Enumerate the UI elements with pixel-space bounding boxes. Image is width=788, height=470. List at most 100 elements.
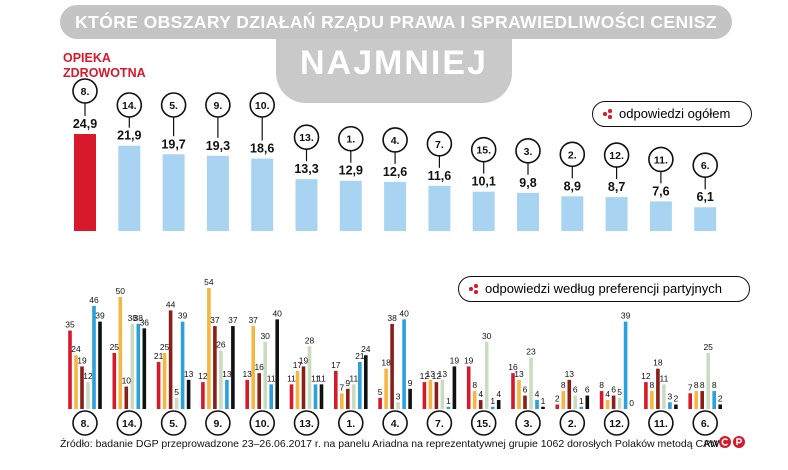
highlight-category-label: OPIEKA ZDROWOTNA	[63, 51, 146, 81]
category-label: 15.	[476, 418, 491, 430]
party-bar	[251, 326, 255, 409]
party-value-label: 17	[331, 360, 341, 370]
party-bar	[555, 404, 560, 409]
party-value-label: 11	[311, 373, 320, 383]
legend-party-label: odpowiedzi według preferencji partyjnych	[485, 281, 723, 296]
party-value-label: 26	[216, 340, 226, 350]
party-value-label: 19	[450, 355, 460, 365]
category-marker-icon	[160, 92, 187, 118]
legend-total-label: odpowiedzi ogółem	[619, 106, 731, 121]
legend-dots-icon	[603, 109, 613, 119]
category-marker-icon	[205, 410, 231, 436]
category-label: 4.	[391, 418, 400, 430]
category-label: 6.	[701, 418, 710, 430]
highlight-label-line2: ZDROWOTNA	[63, 66, 146, 80]
legend-total: odpowiedzi ogółem	[592, 101, 752, 127]
party-bar	[174, 397, 179, 409]
total-bar	[428, 185, 451, 231]
total-bar	[162, 154, 185, 231]
total-bar	[295, 179, 318, 231]
party-bar	[124, 386, 129, 409]
total-value-label: 9,8	[519, 176, 536, 190]
party-bar	[201, 382, 205, 409]
party-value-label: 1	[490, 396, 495, 406]
party-bar	[668, 402, 672, 409]
party-value-label: 2	[718, 394, 723, 404]
party-value-label: 9	[408, 378, 413, 388]
party-bar	[346, 388, 350, 409]
category-marker-icon	[72, 78, 98, 104]
party-value-label: 25	[110, 342, 120, 352]
total-bar	[561, 196, 584, 231]
party-value-label: 23	[526, 346, 536, 356]
party-value-label: 13	[184, 369, 194, 379]
total-value-label: 13,3	[294, 162, 318, 176]
category-label: 1.	[346, 134, 355, 146]
party-value-label: 1	[541, 396, 546, 406]
party-bar	[231, 326, 235, 409]
party-bar	[617, 397, 622, 409]
total-value-label: 6,1	[697, 190, 714, 204]
party-bar	[352, 384, 356, 409]
category-marker-icon	[559, 410, 586, 436]
category-marker-icon	[382, 410, 408, 436]
category-marker-icon	[692, 152, 719, 179]
category-marker-icon	[426, 131, 453, 157]
party-value-label: 12	[420, 371, 430, 381]
total-bar	[517, 192, 539, 231]
party-bar	[340, 393, 344, 409]
party-bar	[92, 305, 96, 409]
category-label: 1.	[346, 418, 355, 430]
party-value-label: 8	[694, 380, 699, 390]
party-value-label: 8	[650, 380, 655, 390]
party-value-label: 35	[65, 320, 75, 330]
total-bar	[74, 134, 96, 231]
category-marker-icon	[515, 138, 541, 164]
party-value-label: 12	[198, 371, 208, 381]
party-bar	[694, 391, 698, 409]
category-label: 7.	[435, 139, 444, 151]
party-value-label: 0	[629, 398, 634, 408]
party-value-label: 4	[496, 389, 501, 399]
party-bar	[307, 346, 312, 409]
category-marker-icon	[515, 410, 541, 436]
party-value-label: 11	[317, 373, 326, 383]
party-bar	[408, 388, 412, 409]
category-label: 12.	[609, 418, 624, 430]
party-bar	[662, 384, 666, 409]
party-value-label: 18	[381, 358, 391, 368]
party-bar	[656, 368, 660, 409]
party-bar	[605, 400, 610, 409]
category-label: 2.	[568, 149, 577, 161]
party-value-label: 13	[222, 369, 232, 379]
party-bar	[428, 379, 433, 409]
category-marker-icon	[293, 410, 320, 436]
party-bar	[136, 323, 141, 409]
party-bar	[567, 379, 572, 409]
party-bar	[484, 341, 489, 409]
party-bar	[511, 373, 515, 409]
party-value-label: 10	[122, 376, 132, 386]
category-label: 10.	[255, 100, 270, 112]
party-value-label: 40	[272, 308, 282, 318]
party-value-label: 16	[254, 362, 264, 372]
category-marker-icon	[648, 410, 674, 436]
party-value-label: 5	[174, 387, 179, 397]
party-value-label: 4	[535, 389, 540, 399]
category-marker-icon	[160, 410, 187, 436]
party-bar	[541, 406, 545, 409]
party-bar	[319, 384, 324, 409]
party-bar	[585, 395, 590, 409]
total-value-label: 11,6	[428, 169, 452, 183]
category-marker-icon	[648, 146, 674, 173]
party-bar	[257, 373, 261, 409]
category-label: 11.	[654, 418, 668, 430]
party-bar	[130, 323, 135, 409]
party-value-label: 37	[228, 315, 238, 325]
party-bar	[156, 361, 161, 409]
party-value-label: 38	[134, 313, 144, 323]
total-value-label: 10,1	[472, 175, 496, 189]
category-label: 9.	[214, 418, 223, 430]
party-bar	[289, 384, 294, 409]
